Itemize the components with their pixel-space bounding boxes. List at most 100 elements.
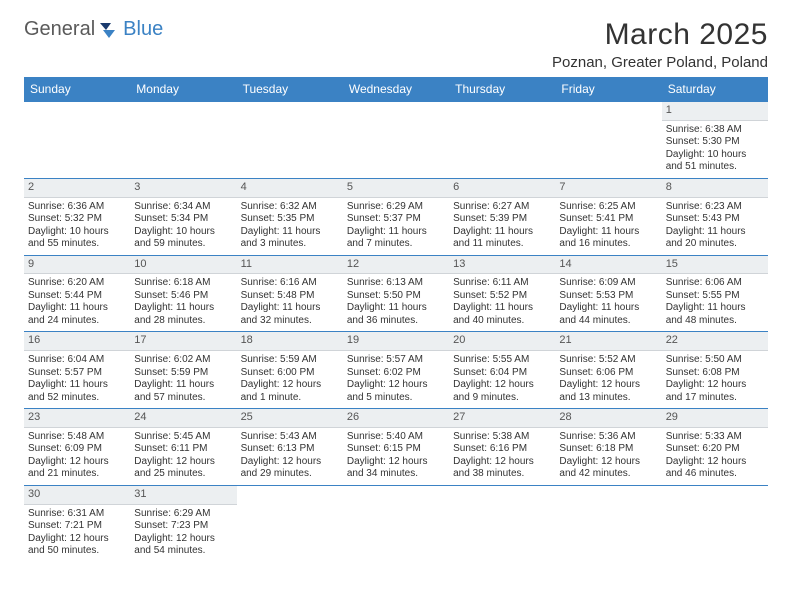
sunrise-text: Sunrise: 5:57 AM bbox=[347, 354, 445, 367]
calendar-day-cell: 27Sunrise: 5:38 AMSunset: 6:16 PMDayligh… bbox=[449, 409, 555, 486]
daylight-text: Daylight: 12 hours and 50 minutes. bbox=[28, 533, 126, 558]
calendar-day-cell bbox=[555, 485, 661, 561]
sunset-text: Sunset: 6:20 PM bbox=[666, 443, 764, 456]
daylight-text: Daylight: 12 hours and 13 minutes. bbox=[559, 379, 657, 404]
sunset-text: Sunset: 6:16 PM bbox=[453, 443, 551, 456]
sunset-text: Sunset: 5:43 PM bbox=[666, 213, 764, 226]
day-number: 29 bbox=[662, 409, 768, 428]
flag-icon bbox=[99, 21, 121, 39]
sunset-text: Sunset: 5:52 PM bbox=[453, 290, 551, 303]
calendar-week-row: 23Sunrise: 5:48 AMSunset: 6:09 PMDayligh… bbox=[24, 409, 768, 486]
daylight-text: Daylight: 12 hours and 38 minutes. bbox=[453, 456, 551, 481]
weekday-header: Sunday bbox=[24, 77, 130, 102]
day-number: 14 bbox=[555, 256, 661, 275]
calendar-day-cell: 19Sunrise: 5:57 AMSunset: 6:02 PMDayligh… bbox=[343, 332, 449, 409]
sunset-text: Sunset: 5:46 PM bbox=[134, 290, 232, 303]
calendar-day-cell: 14Sunrise: 6:09 AMSunset: 5:53 PMDayligh… bbox=[555, 255, 661, 332]
sunrise-text: Sunrise: 6:34 AM bbox=[134, 201, 232, 214]
topbar: General Blue March 2025 Poznan, Greater … bbox=[24, 18, 768, 71]
calendar-day-cell bbox=[130, 102, 236, 179]
calendar-day-cell: 10Sunrise: 6:18 AMSunset: 5:46 PMDayligh… bbox=[130, 255, 236, 332]
title-block: March 2025 Poznan, Greater Poland, Polan… bbox=[552, 18, 768, 71]
daylight-text: Daylight: 11 hours and 7 minutes. bbox=[347, 226, 445, 251]
day-number: 2 bbox=[24, 179, 130, 198]
sunset-text: Sunset: 6:06 PM bbox=[559, 367, 657, 380]
calendar-day-cell: 23Sunrise: 5:48 AMSunset: 6:09 PMDayligh… bbox=[24, 409, 130, 486]
sunrise-text: Sunrise: 5:45 AM bbox=[134, 431, 232, 444]
day-number: 6 bbox=[449, 179, 555, 198]
calendar-week-row: 9Sunrise: 6:20 AMSunset: 5:44 PMDaylight… bbox=[24, 255, 768, 332]
sunset-text: Sunset: 7:21 PM bbox=[28, 520, 126, 533]
sunrise-text: Sunrise: 6:04 AM bbox=[28, 354, 126, 367]
day-number: 16 bbox=[24, 332, 130, 351]
day-number: 27 bbox=[449, 409, 555, 428]
daylight-text: Daylight: 10 hours and 59 minutes. bbox=[134, 226, 232, 251]
day-number: 31 bbox=[130, 486, 236, 505]
day-number: 11 bbox=[237, 256, 343, 275]
sunrise-text: Sunrise: 5:55 AM bbox=[453, 354, 551, 367]
daylight-text: Daylight: 11 hours and 24 minutes. bbox=[28, 302, 126, 327]
sunset-text: Sunset: 5:35 PM bbox=[241, 213, 339, 226]
sunset-text: Sunset: 5:41 PM bbox=[559, 213, 657, 226]
sunset-text: Sunset: 5:32 PM bbox=[28, 213, 126, 226]
calendar-day-cell: 21Sunrise: 5:52 AMSunset: 6:06 PMDayligh… bbox=[555, 332, 661, 409]
calendar-page: General Blue March 2025 Poznan, Greater … bbox=[0, 0, 792, 562]
sunrise-text: Sunrise: 6:29 AM bbox=[134, 508, 232, 521]
sunrise-text: Sunrise: 6:11 AM bbox=[453, 277, 551, 290]
sunrise-text: Sunrise: 5:43 AM bbox=[241, 431, 339, 444]
calendar-day-cell: 22Sunrise: 5:50 AMSunset: 6:08 PMDayligh… bbox=[662, 332, 768, 409]
calendar-day-cell: 28Sunrise: 5:36 AMSunset: 6:18 PMDayligh… bbox=[555, 409, 661, 486]
weekday-header: Monday bbox=[130, 77, 236, 102]
calendar-week-row: 16Sunrise: 6:04 AMSunset: 5:57 PMDayligh… bbox=[24, 332, 768, 409]
calendar-day-cell: 12Sunrise: 6:13 AMSunset: 5:50 PMDayligh… bbox=[343, 255, 449, 332]
daylight-text: Daylight: 11 hours and 57 minutes. bbox=[134, 379, 232, 404]
sunrise-text: Sunrise: 5:52 AM bbox=[559, 354, 657, 367]
calendar-day-cell: 31Sunrise: 6:29 AMSunset: 7:23 PMDayligh… bbox=[130, 485, 236, 561]
calendar-day-cell: 4Sunrise: 6:32 AMSunset: 5:35 PMDaylight… bbox=[237, 178, 343, 255]
brand-logo: General Blue bbox=[24, 18, 163, 41]
daylight-text: Daylight: 11 hours and 48 minutes. bbox=[666, 302, 764, 327]
daylight-text: Daylight: 11 hours and 52 minutes. bbox=[28, 379, 126, 404]
daylight-text: Daylight: 11 hours and 16 minutes. bbox=[559, 226, 657, 251]
day-number: 10 bbox=[130, 256, 236, 275]
sunrise-text: Sunrise: 5:40 AM bbox=[347, 431, 445, 444]
sunrise-text: Sunrise: 5:36 AM bbox=[559, 431, 657, 444]
sunrise-text: Sunrise: 6:38 AM bbox=[666, 124, 764, 137]
calendar-day-cell bbox=[449, 485, 555, 561]
day-number: 7 bbox=[555, 179, 661, 198]
calendar-day-cell bbox=[237, 485, 343, 561]
day-number: 3 bbox=[130, 179, 236, 198]
calendar-day-cell: 26Sunrise: 5:40 AMSunset: 6:15 PMDayligh… bbox=[343, 409, 449, 486]
calendar-day-cell: 6Sunrise: 6:27 AMSunset: 5:39 PMDaylight… bbox=[449, 178, 555, 255]
sunrise-text: Sunrise: 6:20 AM bbox=[28, 277, 126, 290]
daylight-text: Daylight: 12 hours and 5 minutes. bbox=[347, 379, 445, 404]
calendar-header-row: Sunday Monday Tuesday Wednesday Thursday… bbox=[24, 77, 768, 102]
calendar-day-cell: 5Sunrise: 6:29 AMSunset: 5:37 PMDaylight… bbox=[343, 178, 449, 255]
sunset-text: Sunset: 5:50 PM bbox=[347, 290, 445, 303]
calendar-day-cell bbox=[343, 485, 449, 561]
day-number: 20 bbox=[449, 332, 555, 351]
sunrise-text: Sunrise: 6:29 AM bbox=[347, 201, 445, 214]
daylight-text: Daylight: 12 hours and 42 minutes. bbox=[559, 456, 657, 481]
calendar-week-row: 2Sunrise: 6:36 AMSunset: 5:32 PMDaylight… bbox=[24, 178, 768, 255]
weekday-header: Thursday bbox=[449, 77, 555, 102]
weekday-header: Saturday bbox=[662, 77, 768, 102]
sunrise-text: Sunrise: 6:23 AM bbox=[666, 201, 764, 214]
calendar-day-cell: 25Sunrise: 5:43 AMSunset: 6:13 PMDayligh… bbox=[237, 409, 343, 486]
daylight-text: Daylight: 11 hours and 28 minutes. bbox=[134, 302, 232, 327]
month-title: March 2025 bbox=[552, 18, 768, 52]
weekday-header: Wednesday bbox=[343, 77, 449, 102]
sunrise-text: Sunrise: 6:32 AM bbox=[241, 201, 339, 214]
day-number: 24 bbox=[130, 409, 236, 428]
sunset-text: Sunset: 5:48 PM bbox=[241, 290, 339, 303]
daylight-text: Daylight: 12 hours and 46 minutes. bbox=[666, 456, 764, 481]
calendar-day-cell bbox=[24, 102, 130, 179]
calendar-day-cell: 15Sunrise: 6:06 AMSunset: 5:55 PMDayligh… bbox=[662, 255, 768, 332]
sunrise-text: Sunrise: 6:31 AM bbox=[28, 508, 126, 521]
daylight-text: Daylight: 11 hours and 11 minutes. bbox=[453, 226, 551, 251]
day-number: 8 bbox=[662, 179, 768, 198]
calendar-day-cell: 17Sunrise: 6:02 AMSunset: 5:59 PMDayligh… bbox=[130, 332, 236, 409]
day-number: 22 bbox=[662, 332, 768, 351]
sunset-text: Sunset: 5:34 PM bbox=[134, 213, 232, 226]
sunset-text: Sunset: 5:30 PM bbox=[666, 136, 764, 149]
